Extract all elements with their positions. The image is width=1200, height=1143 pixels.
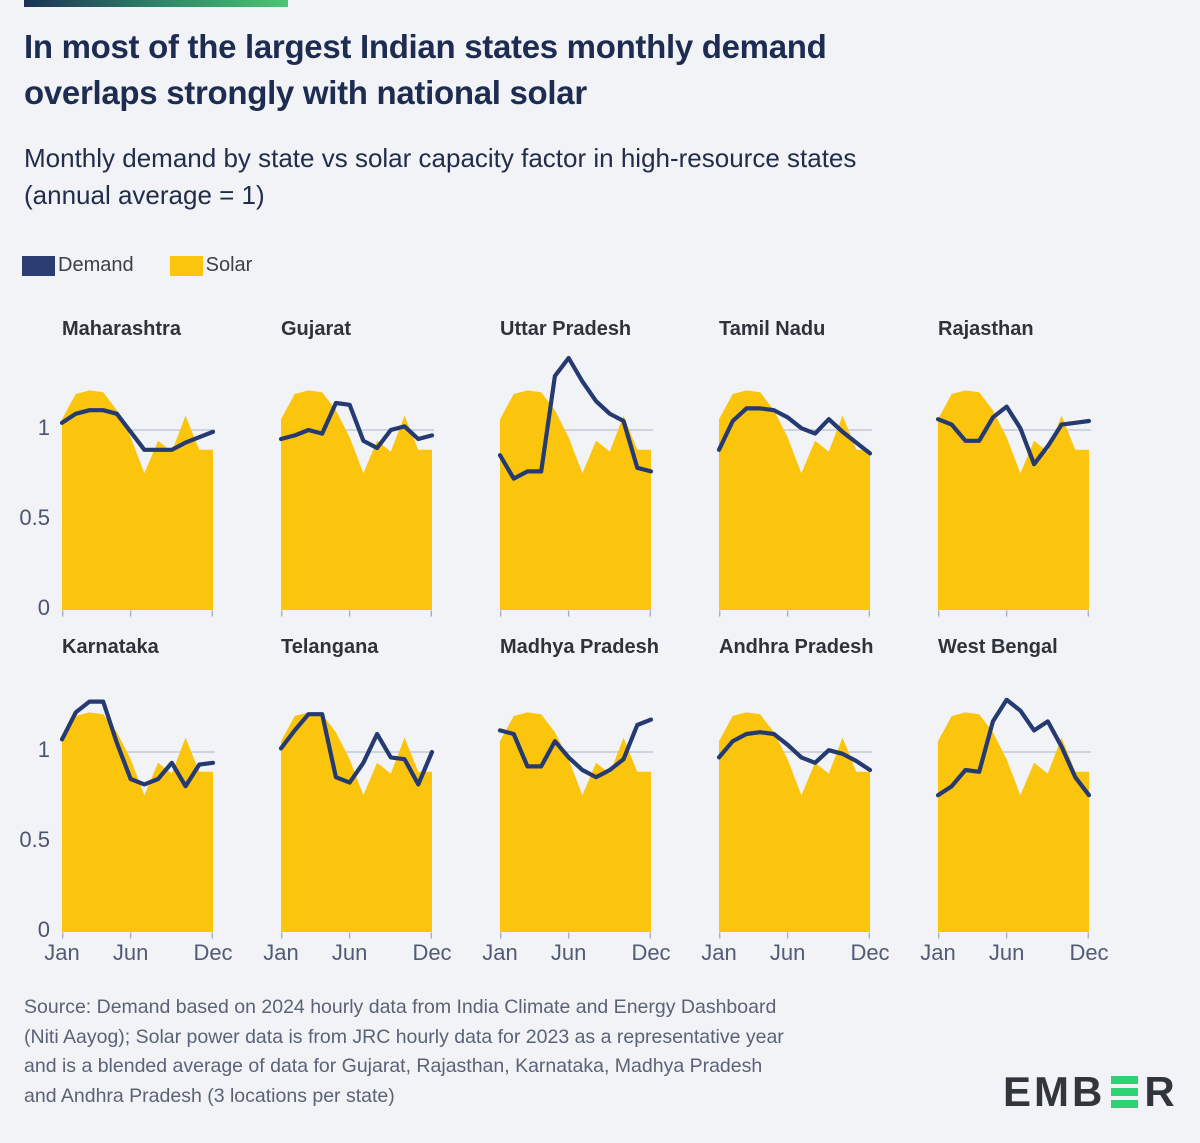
x-axis-label-jan: Jan	[44, 940, 80, 965]
plot-area	[278, 712, 435, 939]
y-axis-label-row1-0: 0	[37, 595, 50, 620]
panel-title-tamil-nadu: Tamil Nadu	[719, 318, 826, 340]
panel-title-telangana: Telangana	[281, 636, 379, 658]
plot-area	[59, 699, 216, 939]
legend: Demand Solar	[22, 254, 252, 277]
solar-area	[281, 390, 432, 610]
demand-line	[497, 355, 654, 481]
source-note: Source: Demand based on 2024 hourly data…	[24, 996, 784, 1107]
solar-area	[719, 712, 870, 932]
y-axis-label-row2-0: 0	[37, 917, 50, 942]
demand-line	[935, 697, 1092, 798]
legend-label-demand: Demand	[58, 254, 134, 276]
x-axis-label-jan: Jan	[701, 940, 737, 965]
x-axis-label-jan: Jan	[263, 940, 299, 965]
x-axis-label-jan: Jan	[482, 940, 518, 965]
page-subtitle: Monthly demand by state vs solar capacit…	[24, 143, 857, 210]
panel-title-rajasthan: Rajasthan	[938, 318, 1034, 340]
x-axis-label-dec: Dec	[1069, 940, 1109, 965]
x-axis-label-dec: Dec	[631, 940, 671, 965]
demand-swatch	[22, 255, 55, 276]
y-axis-label-row1-0.5: 0.5	[19, 505, 50, 530]
plot-area	[935, 390, 1092, 617]
solar-area	[719, 390, 870, 610]
plot-area	[935, 697, 1092, 939]
solar-area	[281, 712, 432, 932]
x-axis-label-dec: Dec	[412, 940, 452, 965]
accent-bar	[24, 0, 288, 7]
x-axis-labels: Jan Jun Dec	[44, 940, 232, 968]
x-axis-label-jun: Jun	[112, 940, 149, 965]
panel-title-uttar-pradesh: Uttar Pradesh	[500, 318, 632, 340]
demand-line	[935, 404, 1092, 467]
solar-area	[62, 390, 213, 610]
x-axis-label-dec: Dec	[193, 940, 233, 965]
demand-line	[716, 730, 873, 773]
x-axis-label-dec: Dec	[850, 940, 890, 965]
plot-area	[278, 390, 435, 617]
demand-line	[497, 717, 654, 780]
plot-area	[59, 390, 216, 617]
plot-area	[497, 712, 654, 939]
legend-item-demand: Demand	[22, 254, 134, 277]
x-axis-labels: Jan Jun Dec	[482, 940, 670, 968]
demand-line	[278, 400, 435, 451]
y-axis-label-row2-1: 1	[37, 737, 50, 762]
y-axis-label-row2-0.5: 0.5	[19, 827, 50, 852]
solar-area	[938, 390, 1089, 610]
demand-line	[59, 699, 216, 789]
logo-text-emb: EMB	[1003, 1068, 1106, 1115]
x-axis-labels: Jan Jun Dec	[701, 940, 889, 968]
solar-area	[62, 712, 213, 932]
x-axis-label-jun: Jun	[550, 940, 587, 965]
legend-item-solar: Solar	[169, 254, 253, 277]
ember-logo: EMB R	[1003, 1068, 1178, 1115]
x-axis-label-jun: Jun	[769, 940, 806, 965]
y-axis-label-row1-1: 1	[37, 415, 50, 440]
page-title: In most of the largest Indian states mon…	[24, 28, 827, 111]
plot-area	[497, 355, 654, 617]
plot-area	[716, 712, 873, 939]
x-axis-label-jun: Jun	[331, 940, 368, 965]
solar-area	[938, 712, 1089, 932]
panel-title-west-bengal: West Bengal	[938, 636, 1058, 658]
x-axis-label-jun: Jun	[988, 940, 1025, 965]
legend-label-solar: Solar	[205, 254, 253, 276]
panel-title-gujarat: Gujarat	[281, 318, 352, 340]
logo-text-r: R	[1144, 1068, 1178, 1115]
solar-area	[500, 390, 651, 610]
x-axis-labels: Jan Jun Dec	[920, 940, 1108, 968]
x-axis-label-jan: Jan	[920, 940, 956, 965]
demand-line	[716, 406, 873, 456]
panel-title-madhya-pradesh: Madhya Pradesh	[500, 636, 659, 658]
solar-swatch	[169, 255, 203, 276]
logo-e-bars-icon	[1111, 1076, 1139, 1108]
demand-line	[59, 408, 216, 452]
panel-title-maharashtra: Maharashtra	[62, 318, 181, 340]
demand-line	[278, 712, 435, 787]
panel-title-andhra-pradesh: Andhra Pradesh	[719, 636, 874, 658]
x-axis-labels: Jan Jun Dec	[263, 940, 451, 968]
plot-area	[716, 390, 873, 617]
panel-title-karnataka: Karnataka	[62, 636, 159, 658]
